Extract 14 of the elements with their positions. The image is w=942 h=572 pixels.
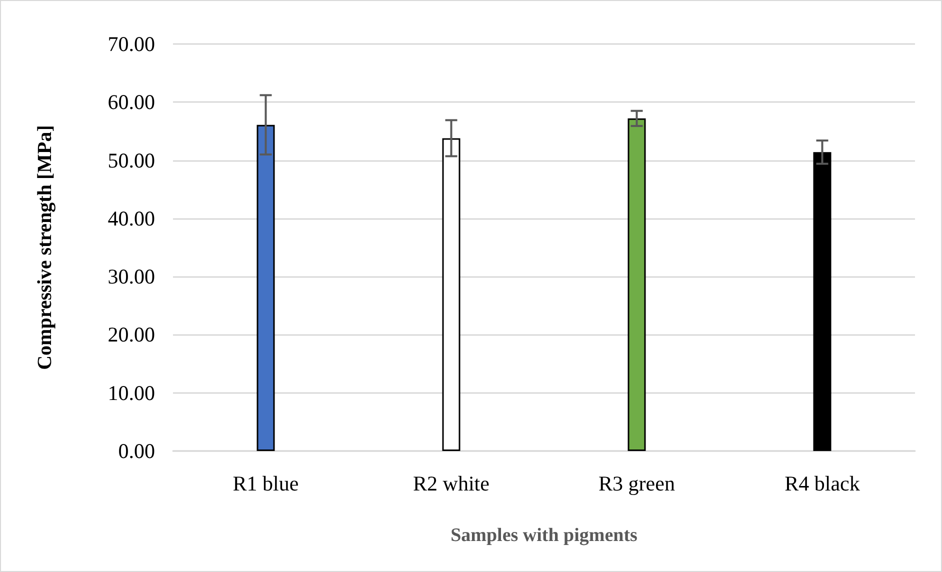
x-tick-label: R1 blue [232,472,299,496]
x-tick-label: R4 black [784,472,860,496]
y-axis-title: Compressive strength [MPa] [34,125,56,370]
x-axis-title: Samples with pigments [450,525,638,546]
y-tick-label: 60.00 [108,90,155,114]
x-tick-label: R3 green [598,472,676,496]
y-tick-label: 70.00 [108,32,155,56]
x-tick-label: R2 white [413,472,490,496]
y-tick-label: 20.00 [108,322,155,347]
y-tick-label: 40.00 [108,206,155,230]
y-tick-label: 0.00 [118,439,155,463]
y-tick-label: 10.00 [108,380,155,405]
y-tick-label: 50.00 [108,148,155,172]
y-tick-label: 30.00 [108,264,155,289]
